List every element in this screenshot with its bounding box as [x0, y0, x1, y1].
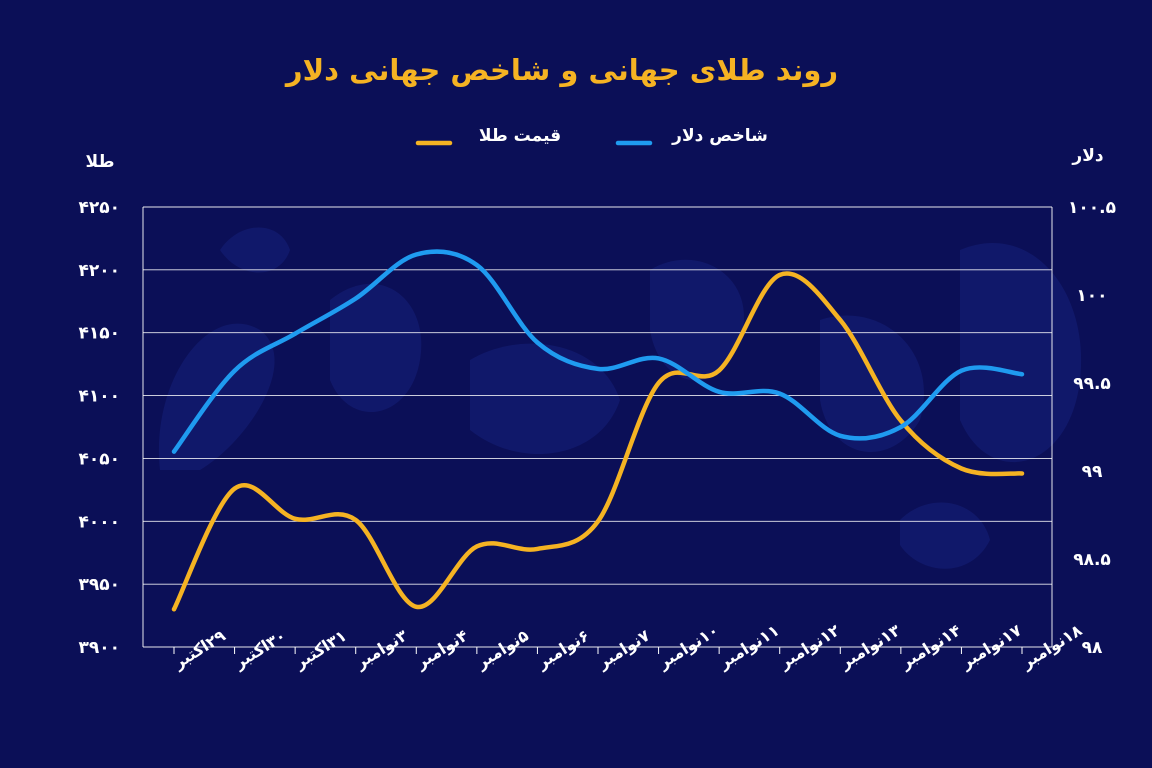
- left-axis-tick-label: ۴۲۰۰: [78, 261, 120, 281]
- data-point: [596, 519, 600, 524]
- data-point: [172, 449, 176, 454]
- data-point: [596, 366, 600, 371]
- right-axis-tick-label: ۹۸: [1082, 638, 1103, 658]
- data-point: [172, 607, 176, 612]
- x-axis-tick-label: ۳۰اکتبر: [230, 626, 290, 673]
- data-point: [959, 368, 964, 373]
- watermark-shape: [470, 343, 620, 454]
- right-axis-tick-label: ۹۸.۵: [1073, 550, 1111, 570]
- x-axis-tick-label: ۵نوامبر: [472, 626, 532, 673]
- data-point: [898, 418, 903, 423]
- x-axis-tick-label: ۳نوامبر: [351, 626, 411, 673]
- x-axis-tick-label: ۲۹اکتبر: [169, 626, 229, 673]
- data-point: [656, 356, 661, 361]
- left-axis-tick-label: ۴۱۵۰: [78, 324, 120, 344]
- data-point: [838, 433, 843, 438]
- data-point: [414, 604, 419, 609]
- x-axis-tick-label: ۳۱اکتبر: [290, 626, 350, 673]
- data-point: [777, 391, 782, 396]
- legend-label: شاخص دلار: [671, 126, 768, 146]
- legend-label: قیمت طلا: [479, 126, 561, 146]
- data-point: [474, 544, 479, 549]
- right-axis-tick-label: ۹۹.۵: [1073, 374, 1111, 394]
- x-axis-ticks: ۲۹اکتبر ۳۰اکتبر ۳۱اکتبر ۳نوامبر ۴نوامبر ۵نوام…: [169, 620, 1085, 673]
- data-point: [535, 340, 540, 345]
- right-axis-ticks: ۹۸ ۹۸.۵ ۹۹ ۹۹.۵ ۱۰۰ ۱۰۰.۵: [1068, 198, 1116, 658]
- data-point: [535, 546, 540, 551]
- data-point: [232, 486, 237, 491]
- data-point: [959, 466, 964, 471]
- x-axis-tick-label: ۷نوامبر: [593, 626, 653, 673]
- right-axis-tick-label: ۹۹: [1082, 462, 1103, 482]
- data-point: [293, 516, 298, 521]
- data-point: [414, 252, 419, 257]
- watermark-shape: [330, 283, 422, 413]
- data-point: [232, 368, 237, 373]
- left-axis-tick-label: ۴۰۰۰: [78, 512, 120, 532]
- right-axis-label: دلار: [1071, 146, 1103, 166]
- data-point: [717, 389, 722, 394]
- right-axis-tick-label: ۱۰۰: [1076, 286, 1107, 306]
- x-axis-tick-label: ۴نوامبر: [411, 626, 471, 673]
- chart-title: روند طلای جهانی و شاخص جهانی دلار: [284, 53, 838, 87]
- data-points-layer: [172, 252, 1024, 612]
- left-axis-label: طلا: [86, 152, 115, 172]
- data-point: [353, 518, 358, 523]
- data-point: [474, 263, 479, 268]
- watermark-shape: [960, 242, 1082, 463]
- x-axis-tick-label: ۶نوامبر: [533, 626, 593, 673]
- dollar-index-line: [171, 249, 1025, 454]
- left-axis-ticks: ۳۹۰۰ ۳۹۵۰ ۴۰۰۰ ۴۰۵۰ ۴۱۰۰ ۴۱۵۰ ۴۲۰۰ ۴۲۵۰: [78, 198, 120, 658]
- data-point: [777, 272, 782, 277]
- data-point: [656, 381, 661, 385]
- data-point: [1020, 372, 1024, 377]
- legend: قیمت طلا شاخص دلار: [415, 126, 768, 146]
- data-point: [898, 425, 903, 429]
- left-axis-tick-label: ۴۱۰۰: [78, 387, 120, 407]
- data-point: [838, 318, 843, 323]
- data-point: [1020, 471, 1024, 476]
- right-axis-tick-label: ۱۰۰.۵: [1068, 198, 1116, 218]
- left-axis-tick-label: ۴۰۵۰: [78, 449, 120, 469]
- watermark-shape: [220, 227, 290, 273]
- watermark-shape: [900, 502, 990, 569]
- left-axis-tick-label: ۳۹۵۰: [78, 575, 120, 595]
- data-point: [353, 296, 358, 301]
- data-point: [293, 331, 298, 336]
- watermark-shape: [650, 259, 744, 381]
- data-point: [717, 368, 722, 373]
- left-axis-tick-label: ۳۹۰۰: [78, 638, 120, 658]
- left-axis-tick-label: ۴۲۵۰: [78, 198, 120, 218]
